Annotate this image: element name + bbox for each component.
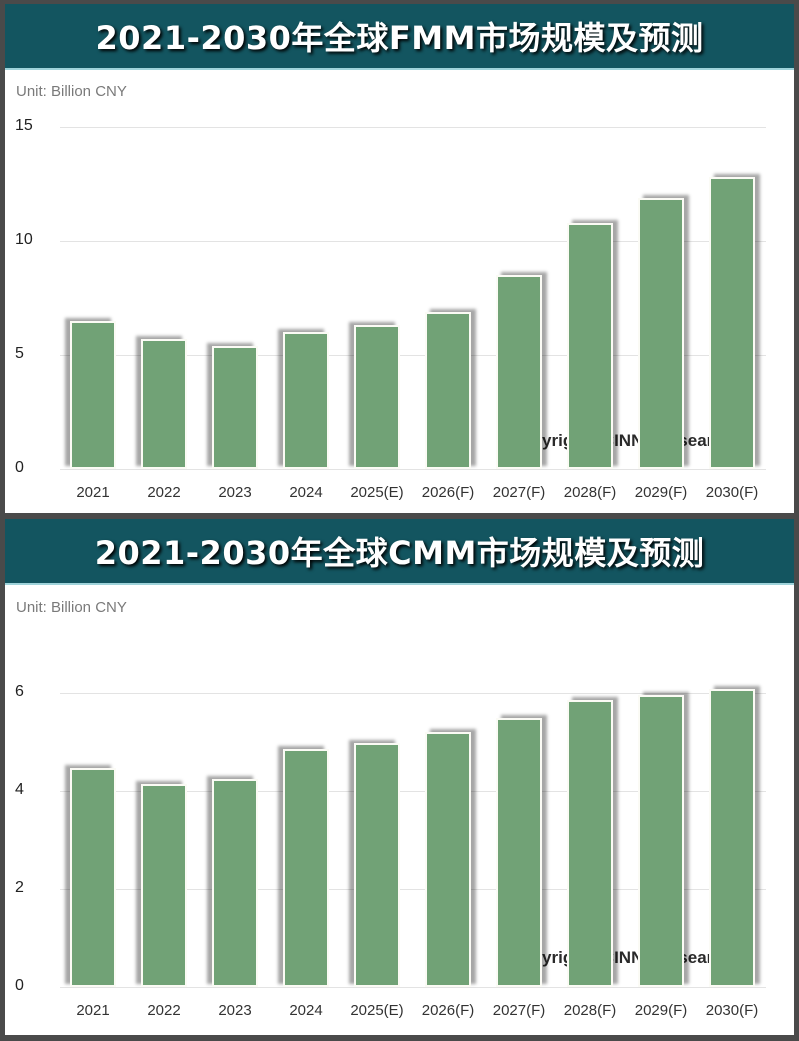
gridline bbox=[60, 791, 766, 792]
y-tick-label: 6 bbox=[15, 683, 24, 700]
bar-2026f bbox=[425, 311, 471, 469]
gridline bbox=[60, 693, 766, 694]
copyright-watermark: Copyright©CINNOResearch bbox=[509, 431, 734, 450]
y-tick-label: 0 bbox=[15, 977, 24, 994]
x-axis-label: 2021 bbox=[76, 1002, 110, 1019]
x-axis-label: 2022 bbox=[147, 484, 181, 501]
bar-2023 bbox=[212, 779, 258, 987]
bar-2028f bbox=[567, 222, 613, 469]
bar-2025e bbox=[354, 742, 400, 987]
bar-2021 bbox=[70, 767, 116, 987]
gridline bbox=[60, 889, 766, 890]
gridline bbox=[60, 469, 766, 470]
x-axis-label: 2022 bbox=[147, 1002, 181, 1019]
x-axis-label: 2027(F) bbox=[492, 1002, 546, 1019]
unit-label: Unit: Billion CNY bbox=[16, 599, 127, 616]
chart-title: 2021-2030年全球FMM市场规模及预测 bbox=[95, 19, 704, 57]
x-axis-label: 2023 bbox=[218, 1002, 252, 1019]
x-axis-label: 2028(F) bbox=[563, 1002, 617, 1019]
x-axis-label: 2025(E) bbox=[350, 1002, 404, 1019]
x-axis-label: 2021 bbox=[76, 484, 110, 501]
gridline bbox=[60, 355, 766, 356]
x-axis-label: 2026(F) bbox=[421, 1002, 475, 1019]
bar-2024 bbox=[283, 332, 329, 469]
y-tick-label: 4 bbox=[15, 781, 24, 798]
y-tick-label: 5 bbox=[15, 345, 24, 362]
bar-2024 bbox=[283, 748, 329, 987]
bar-2027f bbox=[496, 275, 542, 469]
y-tick-label: 0 bbox=[15, 459, 24, 476]
chart-header: 2021-2030年全球FMM市场规模及预测 bbox=[5, 4, 794, 70]
bar-2022 bbox=[141, 339, 187, 469]
bar-2023 bbox=[212, 345, 258, 469]
bar-2025e bbox=[354, 325, 400, 469]
y-tick-label: 15 bbox=[15, 117, 33, 134]
bar-2026f bbox=[425, 732, 471, 987]
bar-2030f bbox=[709, 689, 755, 987]
gridline bbox=[60, 987, 766, 988]
y-tick-label: 2 bbox=[15, 879, 24, 896]
x-axis-label: 2026(F) bbox=[421, 484, 475, 501]
x-axis-label: 2028(F) bbox=[563, 484, 617, 501]
bar-2027f bbox=[496, 717, 542, 987]
x-axis-label: 2030(F) bbox=[705, 1002, 759, 1019]
x-axis-label: 2023 bbox=[218, 484, 252, 501]
x-axis-label: 2024 bbox=[289, 484, 323, 501]
unit-label: Unit: Billion CNY bbox=[16, 83, 127, 100]
fmm-chart-panel: 2021-2030年全球FMM市场规模及预测 Unit: Billion CNY… bbox=[5, 4, 794, 513]
x-axis-label: 2025(E) bbox=[350, 484, 404, 501]
bar-2029f bbox=[638, 197, 684, 469]
x-axis-label: 2030(F) bbox=[705, 484, 759, 501]
x-axis-label: 2029(F) bbox=[634, 484, 688, 501]
bar-2021 bbox=[70, 320, 116, 469]
bar-2029f bbox=[638, 694, 684, 987]
y-tick-label: 10 bbox=[15, 231, 33, 248]
gridline bbox=[60, 127, 766, 128]
chart-title: 2021-2030年全球CMM市场规模及预测 bbox=[94, 534, 705, 572]
x-axis-label: 2027(F) bbox=[492, 484, 546, 501]
x-axis-label: 2024 bbox=[289, 1002, 323, 1019]
copyright-watermark: Copyright©CINNOResearch bbox=[509, 948, 734, 967]
bar-2028f bbox=[567, 699, 613, 987]
cmm-chart-panel: 2021-2030年全球CMM市场规模及预测 Unit: Billion CNY… bbox=[5, 519, 794, 1035]
bar-2022 bbox=[141, 784, 187, 987]
chart-header: 2021-2030年全球CMM市场规模及预测 bbox=[5, 519, 794, 585]
gridline bbox=[60, 241, 766, 242]
x-axis-label: 2029(F) bbox=[634, 1002, 688, 1019]
bar-2030f bbox=[709, 177, 755, 469]
